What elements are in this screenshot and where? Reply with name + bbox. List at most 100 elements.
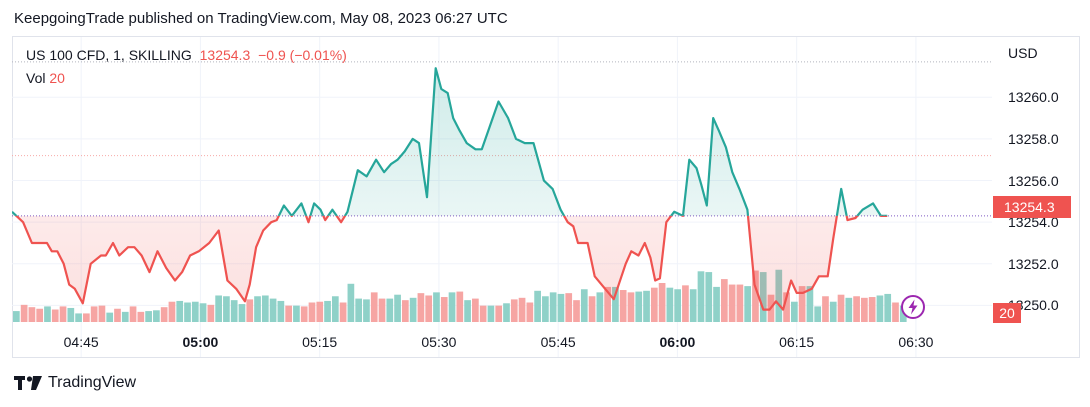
- volume-bar: [472, 298, 479, 322]
- volume-bar: [580, 289, 588, 322]
- volume-bar: [308, 302, 316, 322]
- volume-bar: [238, 304, 246, 322]
- volume-bar: [510, 299, 518, 322]
- volume-bar: [230, 300, 238, 322]
- volume-legend: Vol 20: [26, 70, 65, 86]
- volume-bar: [627, 292, 635, 322]
- volume-bar: [798, 286, 806, 322]
- symbol-label: US 100 CFD, 1, SKILLING: [26, 47, 192, 63]
- volume-bar: [28, 307, 36, 322]
- volume-bar: [884, 293, 892, 322]
- volume-bar: [666, 287, 674, 322]
- area-below-baseline: [16, 215, 858, 310]
- volume-bar: [347, 283, 355, 322]
- volume-bar: [736, 284, 744, 322]
- footer-brand[interactable]: TradingView: [14, 374, 136, 392]
- volume-bar: [36, 308, 44, 322]
- volume-bar: [596, 292, 604, 322]
- volume-bar: [67, 307, 75, 322]
- volume-bar: [300, 306, 308, 322]
- currency-label: USD: [1008, 45, 1038, 61]
- volume-bar: [542, 296, 549, 322]
- price-line-up: [12, 67, 888, 216]
- volume-bar: [176, 300, 184, 322]
- volume-bar: [448, 292, 456, 322]
- volume-bar: [246, 299, 254, 322]
- volume-bar: [83, 313, 90, 322]
- volume-bar: [223, 296, 230, 322]
- volume-bar: [612, 286, 619, 322]
- x-tick-label: 05:45: [540, 334, 576, 350]
- volume-bar: [440, 297, 448, 322]
- x-tick-label: 05:30: [421, 334, 457, 350]
- area-above-baseline: [12, 68, 888, 216]
- volume-bar: [534, 290, 541, 322]
- volume-bar: [549, 292, 557, 322]
- volume-bar: [261, 295, 269, 322]
- volume-bar: [425, 295, 433, 322]
- volume-bar: [293, 305, 300, 322]
- x-tick-label: 05:15: [302, 334, 338, 350]
- volume-bar: [90, 306, 98, 322]
- volume-bar: [487, 305, 495, 322]
- volume-bar: [892, 302, 899, 322]
- volume-bar: [720, 279, 728, 322]
- x-tick-label: 06:30: [898, 334, 934, 350]
- volume-bar: [526, 302, 534, 322]
- volume-bar: [643, 290, 650, 322]
- volume-bar: [331, 296, 339, 322]
- volume-bar: [565, 293, 573, 322]
- volume-bar: [814, 306, 822, 322]
- volume-bar: [59, 306, 67, 322]
- x-tick-label: 06:00: [659, 334, 696, 350]
- y-tick-label: 13256.0: [1008, 172, 1059, 189]
- volume-bar: [316, 301, 324, 322]
- volume-bar: [518, 297, 526, 322]
- volume-bar: [752, 270, 759, 322]
- volume-bar: [868, 297, 876, 322]
- volume-bar: [75, 313, 82, 322]
- volume-bar: [153, 310, 160, 322]
- volume-bar: [417, 293, 425, 322]
- volume-bar: [277, 300, 285, 322]
- volume-bar: [402, 300, 409, 322]
- baseline-fill: [12, 68, 888, 310]
- volume-bar: [456, 291, 464, 322]
- volume-bar: [168, 301, 176, 322]
- chart-legend: US 100 CFD, 1, SKILLING 13254.3 −0.9 (−0…: [26, 47, 351, 63]
- volume-bar: [728, 284, 736, 322]
- volume-bar: [106, 312, 114, 322]
- volume-bar: [682, 285, 689, 322]
- volume-bar: [588, 296, 596, 322]
- volume-bar: [121, 311, 129, 322]
- volume-bar: [137, 311, 145, 322]
- volume-bar: [13, 311, 20, 322]
- volume-bar: [370, 292, 378, 322]
- volume-bar: [689, 289, 697, 322]
- volume-bar: [339, 302, 347, 322]
- volume-bar: [829, 301, 837, 322]
- brand-name: TradingView: [48, 374, 137, 391]
- lightning-icon[interactable]: [900, 294, 926, 320]
- y-tick-label: 13252.0: [1008, 255, 1059, 272]
- volume-bar: [744, 286, 752, 322]
- volume-bar: [861, 297, 868, 322]
- volume-bar: [619, 290, 627, 322]
- y-tick-label: 13258.0: [1008, 130, 1059, 147]
- volume-bar: [386, 298, 394, 322]
- volume-bar: [557, 293, 565, 322]
- volume-bar: [51, 309, 59, 322]
- volume-bar: [705, 272, 713, 322]
- volume-bar: [713, 286, 720, 322]
- price-line-down: [14, 215, 888, 311]
- price-line: [12, 67, 888, 311]
- volume-bar: [495, 305, 503, 322]
- volume-bar: [324, 300, 331, 322]
- volume-bar: [650, 287, 658, 322]
- volume-bar: [479, 305, 487, 322]
- volume-bar: [199, 303, 207, 322]
- price-change: −0.9 (−0.01%): [258, 47, 347, 63]
- volume-bar: [145, 311, 152, 322]
- volume-bar: [433, 292, 440, 322]
